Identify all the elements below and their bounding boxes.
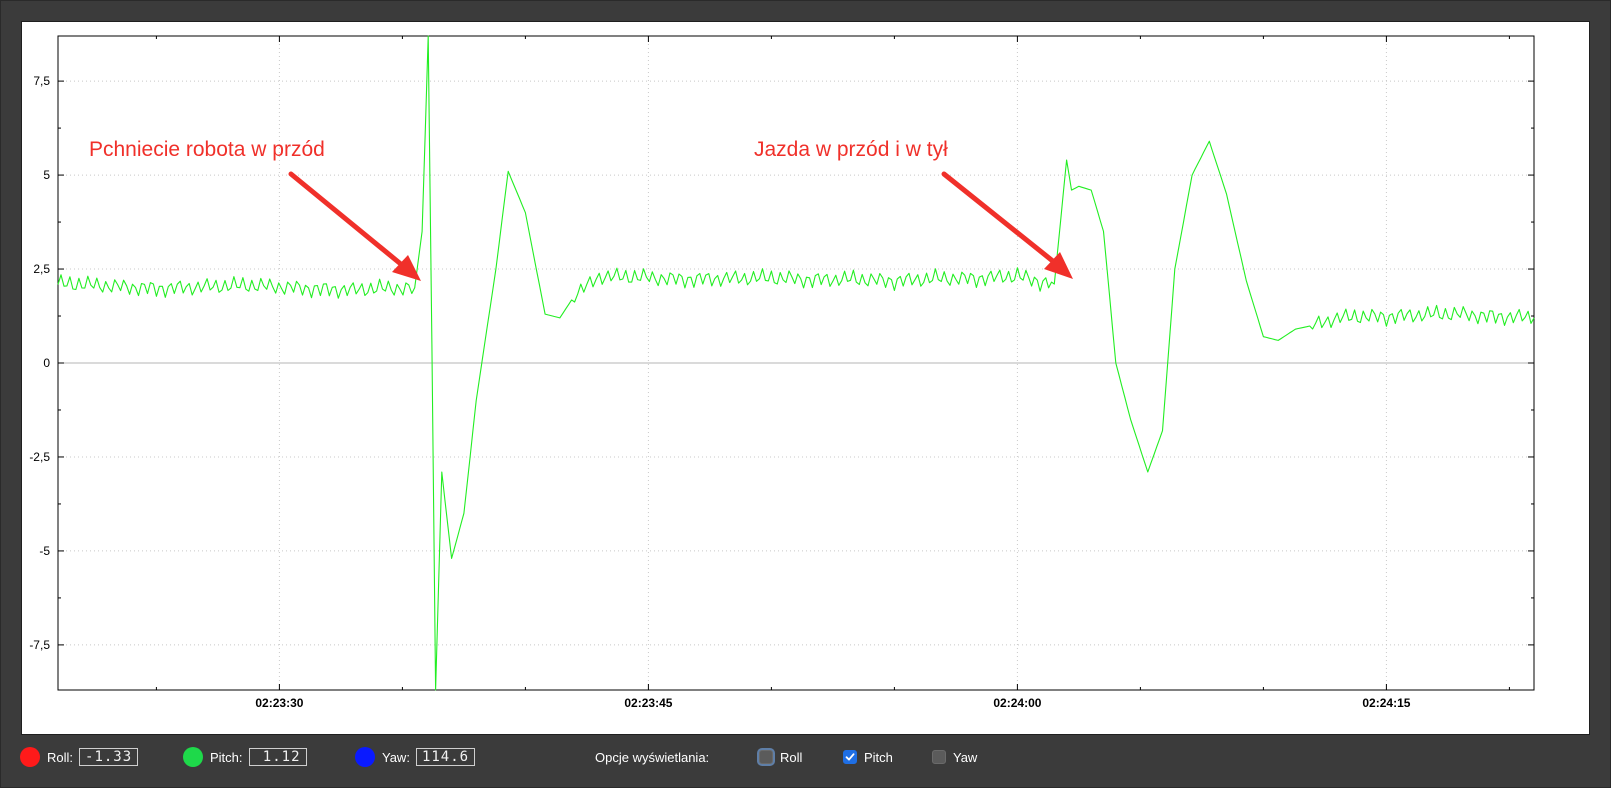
pitch-series-line xyxy=(57,35,1535,691)
display-options: Opcje wyświetlania: xyxy=(595,737,709,777)
grid xyxy=(58,36,1534,690)
roll-value: -1.33 xyxy=(79,748,139,766)
pitch-indicator-icon xyxy=(183,747,203,767)
annotation-push-arrow xyxy=(288,171,405,268)
pitch-chart: 7,5 5 2,5 0 -2,5 -5 -7,5 02:23:30 02:23:45 02:24:… xyxy=(29,35,1535,710)
annotation-push-label: Pchniecie robota w przód xyxy=(89,138,325,161)
annotation-push-arrowhead xyxy=(392,255,421,281)
pitch-checkbox-box[interactable] xyxy=(843,750,857,764)
roll-readout: Roll: -1.33 xyxy=(20,737,139,777)
y-tick-label: 0 xyxy=(43,356,50,370)
yaw-checkbox-box[interactable] xyxy=(932,750,946,764)
roll-checkbox-label[interactable]: Roll xyxy=(780,749,803,765)
yaw-checkbox[interactable]: Yaw xyxy=(932,737,977,777)
checkmark-icon xyxy=(845,753,855,761)
roll-label: Roll: xyxy=(47,749,74,765)
roll-checkbox-box[interactable] xyxy=(759,750,773,764)
pitch-checkbox-label[interactable]: Pitch xyxy=(864,749,893,765)
display-options-label: Opcje wyświetlania: xyxy=(595,749,710,765)
y-tick-label: 5 xyxy=(43,168,50,182)
x-tick-label: 02:23:30 xyxy=(255,696,303,710)
y-tick-label: -7,5 xyxy=(29,638,50,652)
annotation-drive-arrow xyxy=(941,171,1057,265)
yaw-readout: Yaw: 114.6 xyxy=(355,737,476,777)
x-tick-label: 02:24:15 xyxy=(1362,696,1410,710)
pitch-readout: Pitch: 1.12 xyxy=(183,737,307,777)
y-tick-label: -5 xyxy=(39,544,50,558)
y-tick-label: -2,5 xyxy=(29,450,50,464)
roll-indicator-icon xyxy=(20,747,40,767)
pitch-checkbox[interactable]: Pitch xyxy=(843,737,893,777)
yaw-label: Yaw: xyxy=(382,749,410,765)
series-layer xyxy=(57,35,1535,691)
axes: 7,5 5 2,5 0 -2,5 -5 -7,5 02:23:30 02:23:45 02:24:… xyxy=(29,35,1535,710)
pitch-value: 1.12 xyxy=(248,748,307,766)
annotation-drive-label: Jazda w przód i w tył xyxy=(754,138,948,161)
annotations: Pchniecie robota w przód Jazda w przód i… xyxy=(89,138,1073,281)
x-tick-label: 02:24:00 xyxy=(993,696,1041,710)
pitch-label: Pitch: xyxy=(210,749,243,765)
x-tick-label: 02:23:45 xyxy=(624,696,672,710)
roll-checkbox[interactable]: Roll xyxy=(759,737,802,777)
yaw-value: 114.6 xyxy=(415,748,476,766)
annotation-drive-arrowhead xyxy=(1044,252,1073,279)
status-bar: Roll: -1.33 Pitch: 1.12 Yaw: 114.6 Opcje… xyxy=(1,737,1611,777)
plot-panel: 7,5 5 2,5 0 -2,5 -5 -7,5 02:23:30 02:23:45 02:24:… xyxy=(21,21,1590,735)
y-tick-label: 2,5 xyxy=(33,262,50,276)
yaw-checkbox-label[interactable]: Yaw xyxy=(953,749,978,765)
y-tick-label: 7,5 xyxy=(33,74,50,88)
yaw-indicator-icon xyxy=(355,747,375,767)
